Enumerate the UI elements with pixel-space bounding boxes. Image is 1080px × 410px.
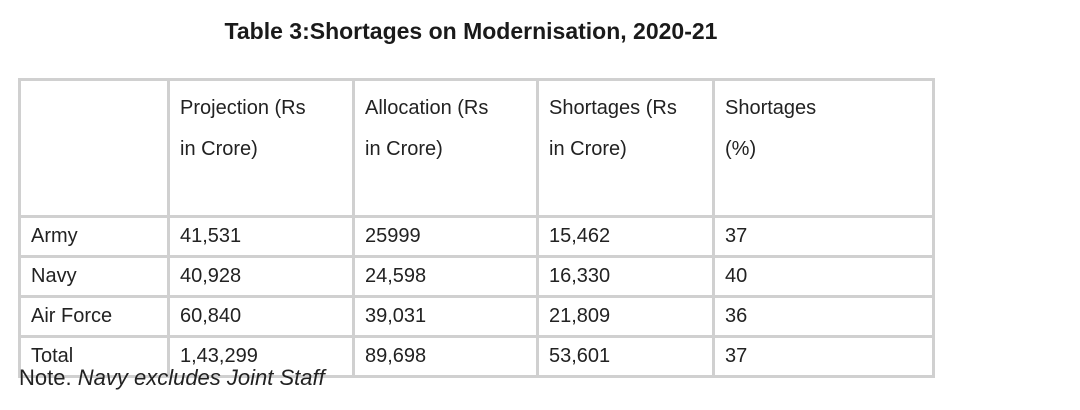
note-text: Navy excludes Joint Staff — [77, 365, 325, 390]
header-cell-projection: Projection (Rs in Crore) — [167, 78, 355, 218]
header-line1: Projection (Rs — [180, 97, 306, 119]
allocation-cell: 25999 — [352, 215, 539, 258]
projection-cell: 60,840 — [167, 295, 355, 338]
header-cell-shortages-pct: Shortages (%) — [712, 78, 935, 218]
shortage-percent-cell: 37 — [712, 335, 935, 378]
allocation-cell: 89,698 — [352, 335, 539, 378]
header-line2: in Crore) — [365, 138, 443, 160]
shortage-percent-cell: 37 — [712, 215, 935, 258]
row-label-cell: Total — [18, 335, 170, 378]
table-row-total: Total 1,43,299 89,698 53,601 37 — [18, 335, 935, 378]
header-line2: (%) — [725, 138, 757, 160]
table-row-army: Army 41,531 25999 15,462 37 — [18, 215, 935, 258]
projection-cell: 40,928 — [167, 255, 355, 298]
row-label-cell: Air Force — [18, 295, 170, 338]
projection-cell: 1,43,299 — [167, 335, 355, 378]
table-note: Note. Navy excludes Joint Staff — [19, 365, 325, 391]
shortage-amount-cell: 16,330 — [536, 255, 715, 298]
header-cell-empty — [18, 78, 170, 218]
shortage-percent-cell: 36 — [712, 295, 935, 338]
header-line2: in Crore) — [180, 138, 258, 160]
table-row-air-force: Air Force 60,840 39,031 21,809 36 — [18, 295, 935, 338]
table-row-navy: Navy 40,928 24,598 16,330 40 — [18, 255, 935, 298]
allocation-cell: 39,031 — [352, 295, 539, 338]
shortage-amount-cell: 53,601 — [536, 335, 715, 378]
shortage-percent-cell: 40 — [712, 255, 935, 298]
header-line1: Shortages (Rs — [549, 97, 677, 119]
header-line1: Shortages — [725, 97, 817, 119]
projection-cell: 41,531 — [167, 215, 355, 258]
shortage-amount-cell: 21,809 — [536, 295, 715, 338]
table-title: Table 3:Shortages on Modernisation, 2020… — [224, 18, 718, 44]
row-label-cell: Army — [18, 215, 170, 258]
row-label-cell: Navy — [18, 255, 170, 298]
shortages-table: Projection (Rs in Crore) Allocation (Rs … — [18, 78, 935, 378]
header-line2: in Crore) — [549, 138, 627, 160]
allocation-cell: 24,598 — [352, 255, 539, 298]
header-cell-shortages-rs: Shortages (Rs in Crore) — [536, 78, 715, 218]
note-prefix: Note. — [19, 365, 72, 390]
table-header-row: Projection (Rs in Crore) Allocation (Rs … — [18, 78, 935, 218]
shortage-amount-cell: 15,462 — [536, 215, 715, 258]
header-line1: Allocation (Rs — [365, 97, 489, 119]
header-cell-allocation: Allocation (Rs in Crore) — [352, 78, 539, 218]
